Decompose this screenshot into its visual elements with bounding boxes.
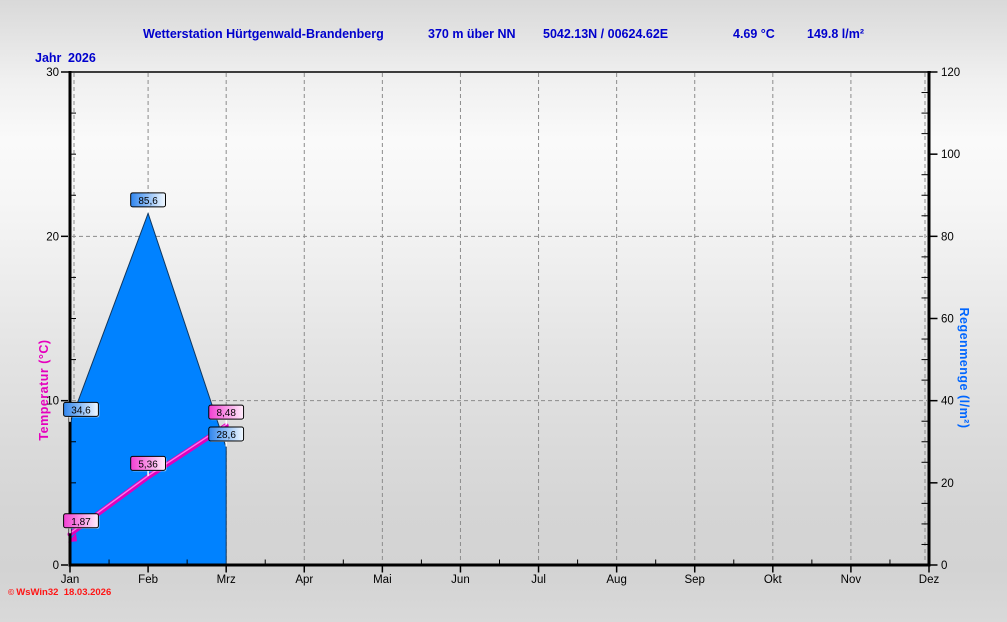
month-label: Aug [606, 574, 626, 586]
left-tick-label: 20 [46, 231, 59, 243]
data-label-text: 5,36 [138, 459, 158, 470]
left-tick-label: 10 [46, 396, 59, 408]
right-tick-label: 120 [941, 67, 960, 79]
data-label-text: 1,87 [71, 517, 91, 528]
data-label-text: 8,48 [216, 408, 236, 419]
data-label-text: 28,6 [216, 430, 236, 441]
month-label: Feb [138, 574, 158, 586]
year-label: Jahr [35, 51, 62, 65]
month-label: Mai [373, 574, 392, 586]
average-temperature: 4.69 °C [733, 27, 775, 41]
station-altitude: 370 m über NN [428, 27, 516, 41]
right-tick-label: 40 [941, 396, 954, 408]
copyright-note: © WsWin32 18.03.2026 [8, 587, 111, 598]
month-label: Sep [684, 574, 704, 586]
rain-area [69, 211, 227, 566]
right-tick-label: 20 [941, 478, 954, 490]
month-label: Nov [841, 574, 862, 586]
year-value: 2026 [68, 51, 96, 65]
right-tick-label: 80 [941, 231, 954, 243]
rain-data-label [208, 426, 245, 442]
left-tick-label: 30 [46, 67, 59, 79]
month-label: Jan [61, 574, 80, 586]
month-label: Jun [451, 574, 470, 586]
data-label-text: 85,6 [138, 196, 158, 207]
temperature-data-label [63, 513, 99, 529]
station-coordinates: 5042.13N / 00624.62E [543, 27, 669, 41]
month-label: Mrz [217, 574, 236, 586]
rain-data-label [130, 192, 166, 208]
left-tick-label: 0 [53, 560, 59, 572]
right-tick-label: 0 [941, 560, 947, 572]
station-name: Wetterstation Hürtgenwald-Brandenberg [143, 27, 384, 41]
temperature-data-label [130, 455, 166, 471]
right-tick-label: 100 [941, 149, 960, 161]
month-label: Dez [919, 574, 940, 586]
data-label-text: 34,6 [71, 405, 91, 416]
copyright-icon: © [8, 587, 15, 597]
app-name: WsWin32 [16, 587, 59, 598]
temperature-data-label [208, 404, 245, 420]
rain-data-label [63, 401, 99, 417]
total-rainfall: 149.8 l/m² [807, 27, 864, 41]
render-date: 18.03.2026 [63, 587, 112, 598]
right-tick-label: 60 [941, 314, 954, 326]
month-label: Jul [531, 574, 546, 586]
month-label: Okt [764, 574, 783, 586]
month-label: Apr [295, 574, 313, 586]
